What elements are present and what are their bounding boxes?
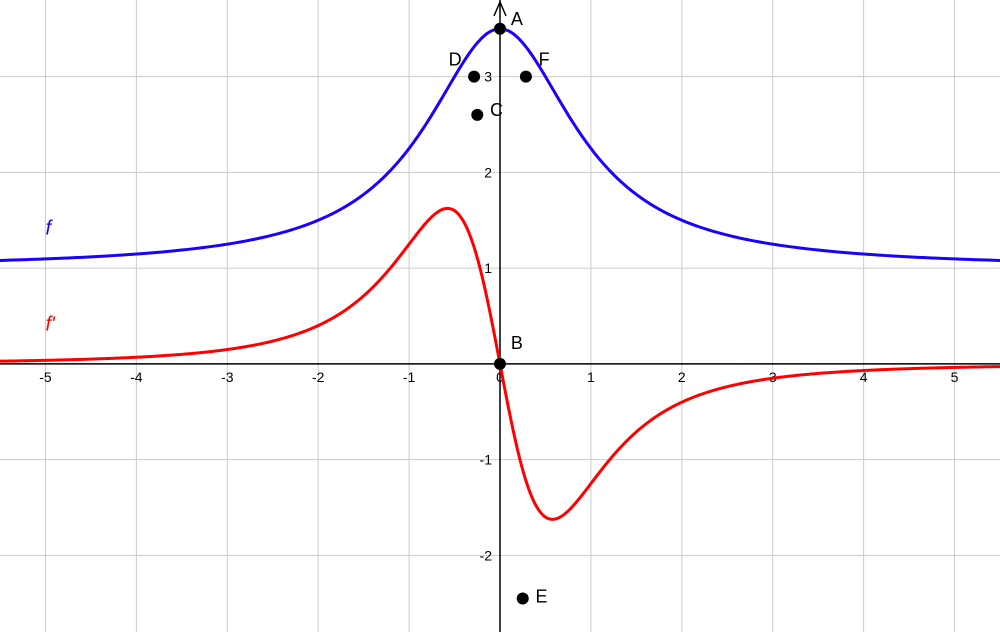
x-tick-label: -4 — [130, 369, 143, 385]
y-tick-label: -2 — [480, 547, 493, 563]
y-tick-label: 1 — [484, 260, 492, 276]
point-label-C: C — [490, 100, 503, 120]
point-F — [520, 71, 532, 83]
point-label-E: E — [535, 587, 547, 607]
x-tick-label: -2 — [312, 369, 325, 385]
point-label-A: A — [511, 9, 523, 29]
point-C — [471, 109, 483, 121]
point-B — [494, 358, 506, 370]
point-label-D: D — [449, 49, 462, 69]
function-chart: -5-4-3-2-1012345-2-1123ff'ADFCBE — [0, 0, 1000, 632]
y-tick-label: 3 — [484, 69, 492, 85]
series-label-fprime: f' — [45, 313, 56, 335]
point-E — [517, 592, 529, 604]
y-tick-label: -1 — [480, 452, 493, 468]
x-tick-label: 5 — [951, 369, 959, 385]
x-tick-label: -3 — [221, 369, 234, 385]
x-tick-label: 2 — [678, 369, 686, 385]
x-tick-label: -1 — [403, 369, 416, 385]
y-tick-label: 2 — [484, 164, 492, 180]
point-D — [468, 71, 480, 83]
x-tick-label: 1 — [587, 369, 595, 385]
point-label-B: B — [511, 333, 523, 353]
x-tick-label: -5 — [39, 369, 52, 385]
point-label-F: F — [539, 49, 550, 69]
point-A — [494, 23, 506, 35]
